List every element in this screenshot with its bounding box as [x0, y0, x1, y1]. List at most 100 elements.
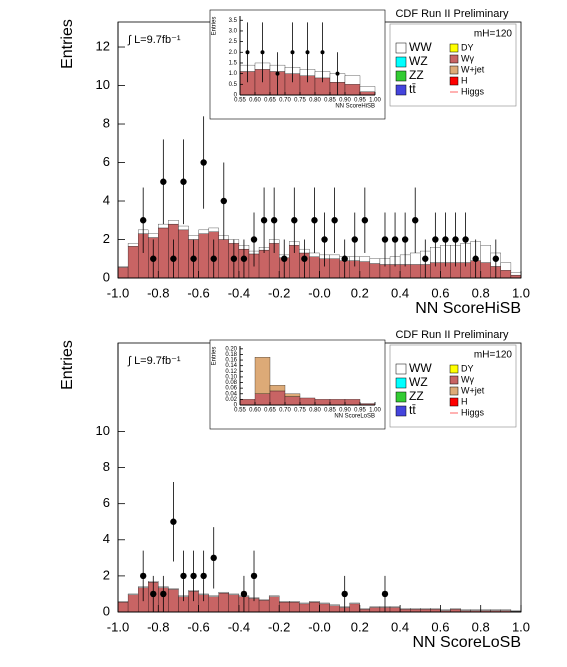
data-point [139, 572, 147, 580]
histogram-bar [410, 252, 421, 265]
histogram-bar [127, 594, 139, 613]
histogram-bar [314, 399, 331, 406]
x-tick-label: 0.60 [249, 408, 261, 414]
data-point [230, 255, 238, 262]
y-tick-label: 2 [103, 567, 110, 582]
histogram-bar [359, 256, 371, 262]
data-point [150, 590, 157, 598]
y-tick-label: 4 [103, 531, 110, 546]
y-tick-label: 0 [234, 403, 238, 409]
legend-swatch [395, 56, 407, 68]
data-point [472, 255, 479, 262]
legend-label: H [461, 396, 468, 406]
mass-label: mH=120 [474, 29, 513, 40]
histogram-bar [279, 601, 290, 613]
x-tick-label: 0.95 [354, 98, 366, 104]
data-point [150, 255, 157, 262]
legend-swatch [395, 377, 407, 389]
histogram-bar [440, 609, 451, 611]
x-tick-label: 0.90 [339, 408, 351, 414]
histogram-bar [329, 604, 340, 606]
legend-label: WW [409, 361, 432, 375]
data-point [401, 236, 409, 243]
y-tick-label: 2 [103, 231, 110, 246]
y-tick-label: 1.0 [229, 71, 238, 77]
histogram-bar [389, 606, 401, 608]
x-tick-label: 0.60 [249, 98, 261, 104]
legend-swatch [395, 405, 407, 417]
histogram-bar [379, 264, 391, 279]
data-point [180, 572, 187, 580]
histogram-bar [500, 270, 512, 279]
x-tick-label: -0.4 [228, 285, 250, 300]
data-point [190, 255, 197, 262]
histogram-bar [329, 605, 340, 613]
x-tick-label: -0.6 [187, 285, 209, 300]
legend-swatch [395, 84, 407, 96]
histogram-bar [500, 262, 512, 271]
x-tick-label: 0.75 [294, 98, 306, 104]
histogram-bar [254, 393, 271, 406]
data-point [341, 590, 348, 598]
histogram-bar [228, 594, 240, 613]
x-tick-label: 1.00 [369, 408, 381, 414]
data-point [290, 50, 295, 55]
data-point [305, 50, 310, 55]
experiment-label: CDF Run II Preliminary [395, 8, 509, 20]
x-tick-label: -0.2 [268, 285, 290, 300]
data-point [341, 255, 348, 262]
legend-swatch [449, 364, 459, 374]
histogram-bar [208, 596, 219, 613]
histogram-bar [218, 239, 229, 279]
histogram-bar [450, 608, 461, 610]
y-tick-label: 0.12 [225, 369, 237, 375]
data-point [391, 236, 399, 243]
luminosity-label: ∫ L=9.7fb⁻¹ [127, 34, 181, 46]
histogram-bar [178, 229, 189, 279]
y-tick-label: 0.06 [225, 386, 237, 392]
x-tick-label: 0.2 [351, 619, 369, 634]
histogram-bar [470, 609, 481, 611]
legend-label: DY [461, 42, 474, 52]
legend-swatch [449, 54, 459, 64]
histogram-bar [178, 225, 189, 231]
experiment-label: CDF Run II Preliminary [395, 329, 509, 341]
x-tick-label: 0.70 [279, 408, 291, 414]
histogram-bar [359, 608, 371, 610]
x-axis-title: NN ScoreHiSB [415, 300, 521, 317]
histogram-bar [329, 254, 340, 259]
data-point [220, 197, 227, 205]
x-tick-label: 1.0 [512, 285, 530, 300]
y-tick-label: 8 [103, 115, 110, 130]
histogram-bar [344, 75, 361, 85]
legend-label: W+jet [461, 64, 485, 74]
data-point [432, 236, 439, 243]
data-point [321, 236, 328, 243]
histogram-bar [319, 603, 330, 613]
legend-swatch [449, 397, 459, 407]
legend-label: DY [461, 363, 474, 373]
x-tick-label: 0.2 [351, 285, 369, 300]
histogram-bar [117, 601, 129, 603]
histogram-bar [299, 602, 310, 605]
x-tick-label: -0.8 [147, 285, 169, 300]
x-tick-label: -0.6 [187, 619, 209, 634]
histogram-bar [480, 245, 491, 263]
data-point [210, 255, 217, 262]
data-point [250, 236, 258, 243]
histogram-bar [389, 264, 401, 279]
y-tick-label: 0.08 [225, 380, 237, 386]
x-tick-label: 0.65 [264, 98, 276, 104]
x-tick-label: -0.2 [268, 619, 290, 634]
y-tick-label: 0.02 [225, 397, 237, 403]
mass-label: mH=120 [474, 350, 513, 361]
histogram-bar [127, 246, 139, 279]
histogram-bar [309, 601, 320, 603]
histogram-bar [349, 603, 360, 613]
histogram-bar [158, 227, 169, 279]
data-point [452, 236, 459, 243]
y-tick-label: 0.14 [225, 363, 237, 369]
histogram-bar [269, 390, 286, 406]
legend-swatch [449, 375, 459, 385]
y-tick-label: 0.5 [229, 82, 238, 88]
